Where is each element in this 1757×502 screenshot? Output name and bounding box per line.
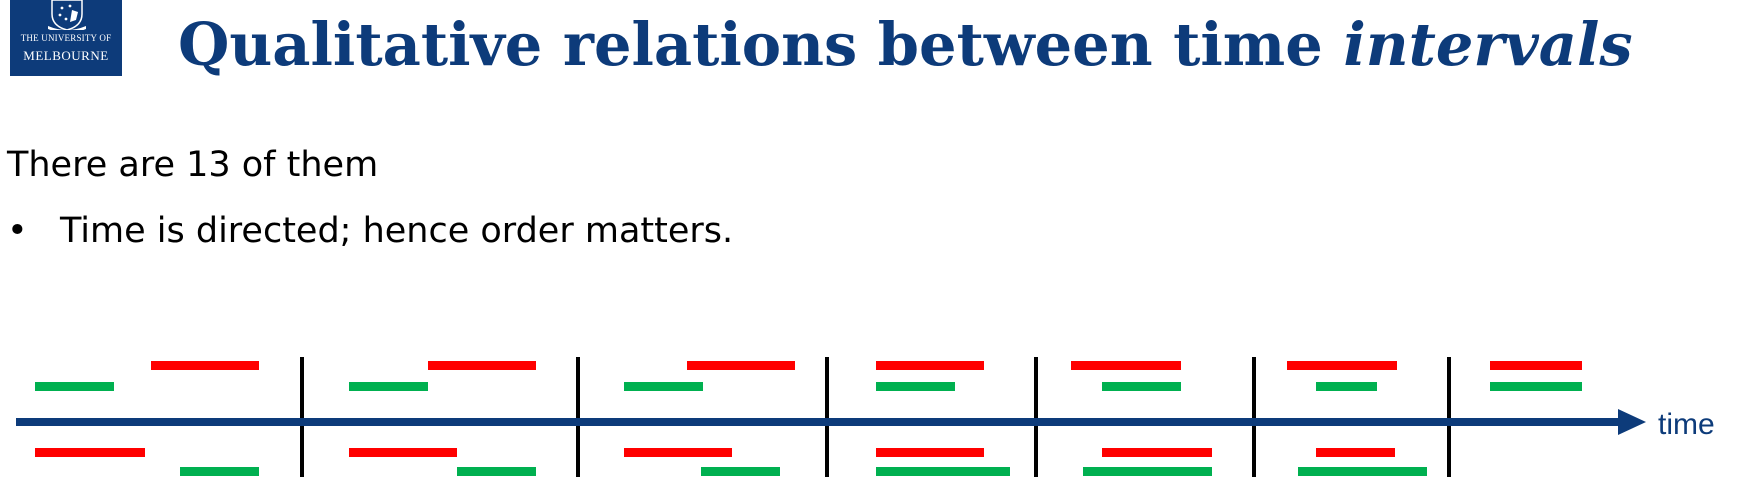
p5-bottom-green (1083, 467, 1212, 476)
university-crest-icon (48, 0, 86, 30)
p1-bottom-green (180, 467, 259, 476)
p7-top-red (1490, 361, 1582, 370)
bullet-marker: • (7, 211, 28, 251)
p6-bottom-red (1316, 448, 1395, 457)
p6-top-green (1316, 382, 1377, 391)
p4-top-red (876, 361, 984, 370)
p2-bottom-red (349, 448, 457, 457)
logo-line-1: THE UNIVERSITY OF (20, 33, 112, 43)
p6-bottom-green (1298, 467, 1427, 476)
p2-bottom-green (457, 467, 536, 476)
panel-dividers (300, 357, 1451, 477)
p4-bottom-green (876, 467, 1010, 476)
p4-top-green (876, 382, 955, 391)
p3-bottom-green (701, 467, 780, 476)
p7-top-green (1490, 382, 1582, 391)
p5-top-green (1102, 382, 1181, 391)
p5-top-red (1071, 361, 1181, 370)
p4-bottom-red (876, 448, 984, 457)
time-axis-arrowhead (1618, 409, 1646, 435)
p1-top-green (35, 382, 114, 391)
intro-text: There are 13 of them (7, 145, 379, 185)
bullet-text: Time is directed; hence order matters. (60, 211, 734, 251)
p2-top-green (349, 382, 428, 391)
page-title: Qualitative relations between time inter… (178, 10, 1633, 81)
p6-top-red (1287, 361, 1397, 370)
p1-bottom-red (35, 448, 145, 457)
p3-top-red (687, 361, 795, 370)
p3-top-green (624, 382, 703, 391)
p5-bottom-red (1102, 448, 1212, 457)
p1-top-red (151, 361, 259, 370)
p3-bottom-red (624, 448, 732, 457)
time-axis-label: time (1658, 408, 1715, 441)
logo-line-2: MELBOURNE (23, 48, 109, 63)
interval-bars (35, 361, 1582, 476)
p2-top-red (428, 361, 536, 370)
title-main: Qualitative relations between time (178, 10, 1344, 79)
university-logo: THE UNIVERSITY OF MELBOURNE (10, 0, 122, 76)
title-emphasis: intervals (1343, 10, 1633, 79)
